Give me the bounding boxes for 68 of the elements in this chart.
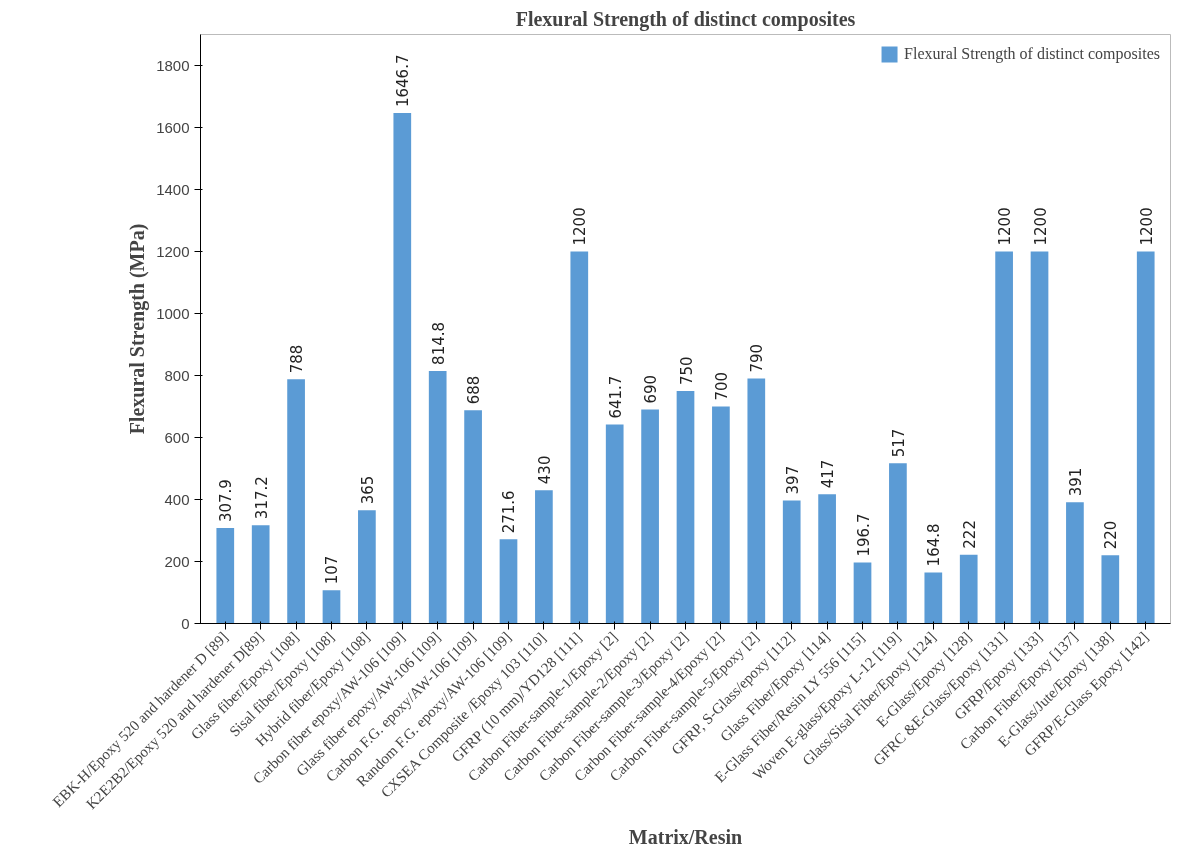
y-tick-label: 1000 — [156, 304, 190, 322]
data-label: 1200 — [1031, 207, 1050, 246]
bar — [1101, 555, 1120, 624]
bar — [322, 590, 341, 624]
bar — [358, 510, 376, 624]
bar — [464, 410, 482, 624]
data-label: 222 — [960, 520, 979, 549]
data-label: 397 — [783, 465, 802, 495]
chart-title: Flexural Strength of distinct composites — [515, 7, 856, 31]
x-axis-title: Matrix/Resin — [628, 825, 743, 848]
y-tick-label: 1800 — [156, 56, 190, 74]
bar — [1136, 251, 1155, 624]
data-label: 790 — [748, 343, 767, 373]
data-label: 164.8 — [925, 523, 944, 567]
bar — [959, 554, 978, 624]
data-label: 788 — [288, 344, 307, 374]
y-tick-label: 1200 — [156, 242, 190, 260]
bar — [393, 113, 412, 624]
data-label: 690 — [642, 374, 661, 404]
bar — [1066, 502, 1084, 624]
y-tick-label: 800 — [164, 366, 190, 384]
data-label: 196.7 — [854, 513, 873, 557]
data-label: 517 — [889, 428, 908, 458]
bar — [712, 406, 730, 624]
bar — [889, 463, 907, 624]
y-tick-label: 1600 — [156, 118, 190, 136]
bar — [1030, 251, 1049, 624]
data-label: 750 — [677, 356, 696, 385]
bar — [924, 572, 943, 624]
bar — [499, 539, 518, 624]
data-label: 688 — [465, 375, 484, 405]
y-tick-label: 200 — [164, 552, 190, 570]
data-label: 1646.7 — [394, 54, 413, 108]
bar — [853, 562, 872, 624]
y-tick-label: 1400 — [156, 180, 190, 198]
y-tick-label: 400 — [164, 490, 190, 508]
data-label: 641.7 — [606, 375, 625, 419]
bar — [570, 251, 589, 624]
data-label: 430 — [535, 455, 554, 485]
y-axis-title: Flexural Strength (MPa) — [126, 223, 150, 435]
y-tick-label: 0 — [181, 614, 190, 632]
data-label: 271.6 — [500, 490, 519, 534]
data-label: 1200 — [571, 207, 590, 246]
data-label: 417 — [819, 459, 838, 489]
y-tick-label: 600 — [164, 428, 190, 446]
data-label: 307.9 — [217, 479, 236, 523]
legend-label: Flexural Strength of distinct composites — [904, 45, 1160, 63]
bar — [251, 525, 270, 624]
data-label: 391 — [1066, 467, 1085, 497]
bar — [747, 378, 766, 624]
bar — [605, 424, 624, 624]
data-label: 1200 — [996, 207, 1015, 246]
bar — [782, 500, 801, 624]
data-label: 365 — [358, 475, 377, 505]
bar — [995, 251, 1013, 624]
bar — [535, 490, 553, 624]
bar — [676, 391, 695, 624]
data-label: 1200 — [1137, 207, 1156, 246]
data-label: 317.2 — [252, 476, 271, 520]
data-label: 814.8 — [429, 321, 448, 365]
bar — [818, 494, 836, 624]
data-label: 220 — [1102, 520, 1121, 550]
bar — [428, 370, 447, 624]
bar — [641, 409, 659, 624]
data-label: 107 — [323, 555, 342, 585]
data-label: 700 — [712, 371, 731, 401]
bar — [287, 379, 305, 624]
bar — [216, 528, 235, 624]
